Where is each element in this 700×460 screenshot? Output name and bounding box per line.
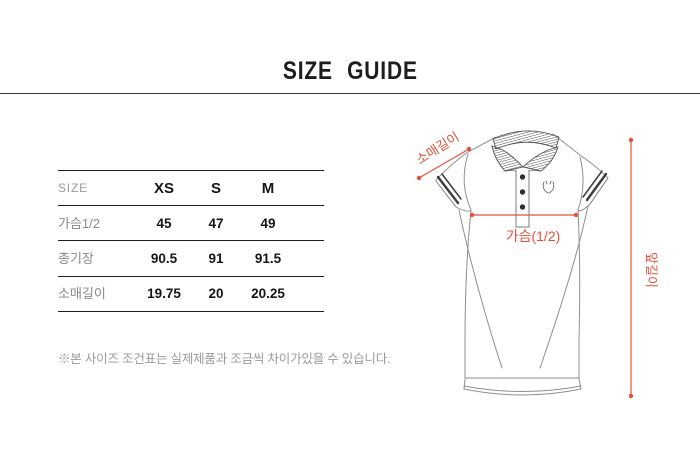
chest-half-label: 가슴(1/2) <box>506 228 561 244</box>
collar-back-band <box>492 130 560 150</box>
table-row-sleeve: 소매길이 19.75 20 20.25 <box>58 277 324 312</box>
line-end-dot <box>469 212 475 218</box>
line-end-dot <box>628 393 634 399</box>
left-flare-seam <box>458 209 503 369</box>
line-end-dot <box>628 137 634 143</box>
hem-inner-curve <box>463 385 582 392</box>
cell-value: 49 <box>260 215 276 231</box>
size-header-m: M <box>261 179 275 197</box>
collar-left-leaf <box>491 145 524 172</box>
size-header-s: S <box>210 179 221 197</box>
left-armhole-seam <box>463 153 472 211</box>
size-table: SIZE XS S M 가슴1/2 45 47 49 총기장 90.5 91 9… <box>58 170 324 312</box>
laurel-wreath-logo <box>542 180 555 194</box>
cell-value: 20.25 <box>251 285 285 301</box>
cell-value: 45 <box>156 215 172 231</box>
left-cuff-stripe <box>441 173 462 200</box>
left-sleeve-outline <box>435 136 497 181</box>
cell-value: 47 <box>208 215 224 231</box>
hem-left-edge <box>463 378 466 390</box>
line-end-dot <box>573 212 579 218</box>
button <box>519 204 526 210</box>
cuff-tipping <box>436 170 608 205</box>
size-column-header: SIZE <box>58 181 88 196</box>
size-table-header-row: SIZE XS S M <box>58 171 324 207</box>
polo-collar <box>491 130 560 172</box>
left-cuff-edge <box>435 180 457 208</box>
button <box>519 189 526 195</box>
cell-value: 20 <box>208 285 224 301</box>
right-cuff-stripe <box>585 172 608 202</box>
button <box>519 174 526 180</box>
table-row-length: 총기장 90.5 91 91.5 <box>58 241 324 277</box>
row-label: 총기장 <box>58 250 94 266</box>
button-placket <box>515 169 530 228</box>
left-underarm <box>455 206 472 212</box>
size-header-xs: XS <box>153 179 174 197</box>
chest-half-annotation: 가슴(1/2) <box>469 212 579 244</box>
right-armhole-seam <box>577 156 584 211</box>
garment-sketch <box>435 133 609 396</box>
right-sleeve-outline <box>552 133 609 179</box>
row-label: 가슴1/2 <box>58 215 100 231</box>
size-disclaimer-note: ※본 사이즈 조건표는 실제제품과 조금씩 차이가있을 수 있습니다. <box>58 352 391 366</box>
page-header: SIZE GUIDE <box>0 0 700 94</box>
cell-value: 91.5 <box>254 250 282 266</box>
right-underarm <box>577 203 591 212</box>
right-flare-seam <box>539 205 589 369</box>
sleeve-length-label: 소매길이 <box>413 129 462 167</box>
cell-value: 90.5 <box>150 250 178 266</box>
sleeve-length-annotation: 소매길이 <box>413 129 472 181</box>
left-side-seam <box>464 210 472 380</box>
row-label: 소매길이 <box>58 286 106 302</box>
hem-right-edge <box>578 378 582 390</box>
table-row-chest: 가슴1/2 45 47 49 <box>58 206 324 242</box>
right-cuff-stripe <box>582 170 603 198</box>
left-cuff-stripe <box>436 175 460 205</box>
right-side-seam <box>577 210 581 380</box>
front-length-label: 앞길이 <box>644 252 659 288</box>
cell-value: 19.75 <box>147 285 181 301</box>
front-length-annotation: 앞길이 <box>628 137 659 399</box>
page-title: SIZE GUIDE <box>282 57 418 85</box>
neckline-seam <box>504 170 541 172</box>
cell-value: 91 <box>208 250 224 266</box>
right-cuff-edge <box>589 177 609 205</box>
hem-bottom-curve <box>463 388 582 396</box>
line-end-dot <box>466 146 472 152</box>
placket-buttons <box>519 174 526 210</box>
sleeve-length-line <box>418 148 470 179</box>
line-end-dot <box>416 175 422 181</box>
collar-right-leaf <box>522 146 559 172</box>
